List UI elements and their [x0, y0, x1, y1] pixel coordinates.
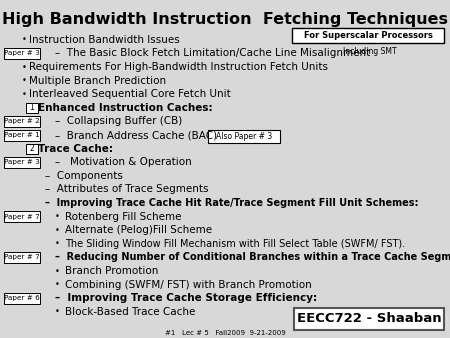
- Text: Trace Cache:: Trace Cache:: [38, 144, 113, 153]
- Text: Instruction Bandwidth Issues: Instruction Bandwidth Issues: [29, 35, 180, 45]
- Text: 2: 2: [30, 144, 34, 153]
- Text: Including SMT: Including SMT: [343, 47, 397, 56]
- Text: –  Components: – Components: [45, 171, 123, 181]
- Text: –  Improving Trace Cache Storage Efficiency:: – Improving Trace Cache Storage Efficien…: [55, 293, 317, 303]
- Text: Paper # 3: Paper # 3: [4, 50, 40, 56]
- Text: Paper # 7: Paper # 7: [4, 255, 40, 260]
- Text: •: •: [54, 226, 59, 235]
- Text: Requirements For High-Bandwidth Instruction Fetch Units: Requirements For High-Bandwidth Instruct…: [29, 62, 328, 72]
- Text: •: •: [22, 90, 27, 99]
- Text: EECC722 - Shaaban: EECC722 - Shaaban: [297, 313, 441, 325]
- Text: #1   Lec # 5   Fall2009  9-21-2009: #1 Lec # 5 Fall2009 9-21-2009: [165, 330, 285, 336]
- Text: –   Motivation & Operation: – Motivation & Operation: [55, 157, 192, 167]
- FancyBboxPatch shape: [26, 103, 38, 113]
- Text: For Superscalar Processors: For Superscalar Processors: [304, 31, 432, 40]
- Text: 1: 1: [30, 103, 34, 112]
- Text: –  The Basic Block Fetch Limitation/Cache Line Misalignment: – The Basic Block Fetch Limitation/Cache…: [55, 48, 370, 58]
- Text: •: •: [22, 76, 27, 85]
- FancyBboxPatch shape: [26, 144, 38, 153]
- Text: –  Improving Trace Cache Hit Rate/Trace Segment Fill Unit Schemes:: – Improving Trace Cache Hit Rate/Trace S…: [45, 198, 419, 208]
- Text: •: •: [54, 266, 59, 275]
- Text: Paper # 6: Paper # 6: [4, 295, 40, 301]
- Text: •: •: [54, 307, 59, 316]
- Text: Rotenberg Fill Scheme: Rotenberg Fill Scheme: [65, 212, 181, 222]
- FancyBboxPatch shape: [292, 28, 444, 43]
- FancyBboxPatch shape: [4, 211, 40, 222]
- Text: –  Collapsing Buffer (CB): – Collapsing Buffer (CB): [55, 116, 182, 126]
- Text: Paper # 1: Paper # 1: [4, 132, 40, 138]
- Text: •: •: [54, 239, 59, 248]
- FancyBboxPatch shape: [208, 130, 280, 143]
- FancyBboxPatch shape: [4, 129, 40, 141]
- FancyBboxPatch shape: [4, 116, 40, 127]
- Text: Enhanced Instruction Caches:: Enhanced Instruction Caches:: [38, 103, 212, 113]
- Text: •: •: [54, 280, 59, 289]
- Text: –  Attributes of Trace Segments: – Attributes of Trace Segments: [45, 185, 208, 194]
- Text: –  Reducing Number of Conditional Branches within a Trace Cache Segment:: – Reducing Number of Conditional Branche…: [55, 252, 450, 262]
- Text: Combining (SWFM/ FST) with Branch Promotion: Combining (SWFM/ FST) with Branch Promot…: [65, 280, 312, 290]
- Text: –  Branch Address Cache (BAC): – Branch Address Cache (BAC): [55, 130, 217, 140]
- Text: The Sliding Window Fill Mechanism with Fill Select Table (SWFM/ FST).: The Sliding Window Fill Mechanism with F…: [65, 239, 405, 249]
- Text: •: •: [22, 35, 27, 44]
- Text: Paper # 7: Paper # 7: [4, 214, 40, 220]
- Text: •: •: [22, 63, 27, 72]
- FancyBboxPatch shape: [4, 252, 40, 263]
- FancyBboxPatch shape: [294, 308, 444, 330]
- Text: Interleaved Sequential Core Fetch Unit: Interleaved Sequential Core Fetch Unit: [29, 89, 231, 99]
- Text: •: •: [54, 212, 59, 221]
- Text: Block-Based Trace Cache: Block-Based Trace Cache: [65, 307, 195, 317]
- Text: High Bandwidth Instruction  Fetching Techniques: High Bandwidth Instruction Fetching Tech…: [2, 12, 448, 27]
- FancyBboxPatch shape: [4, 157, 40, 168]
- Text: Paper # 2: Paper # 2: [4, 118, 40, 124]
- Text: Also Paper # 3: Also Paper # 3: [216, 132, 272, 141]
- Text: Alternate (Pelog)Fill Scheme: Alternate (Pelog)Fill Scheme: [65, 225, 212, 235]
- FancyBboxPatch shape: [4, 293, 40, 304]
- Text: Multiple Branch Prediction: Multiple Branch Prediction: [29, 76, 166, 86]
- Text: Branch Promotion: Branch Promotion: [65, 266, 158, 276]
- Text: Paper # 3: Paper # 3: [4, 159, 40, 165]
- FancyBboxPatch shape: [4, 48, 40, 59]
